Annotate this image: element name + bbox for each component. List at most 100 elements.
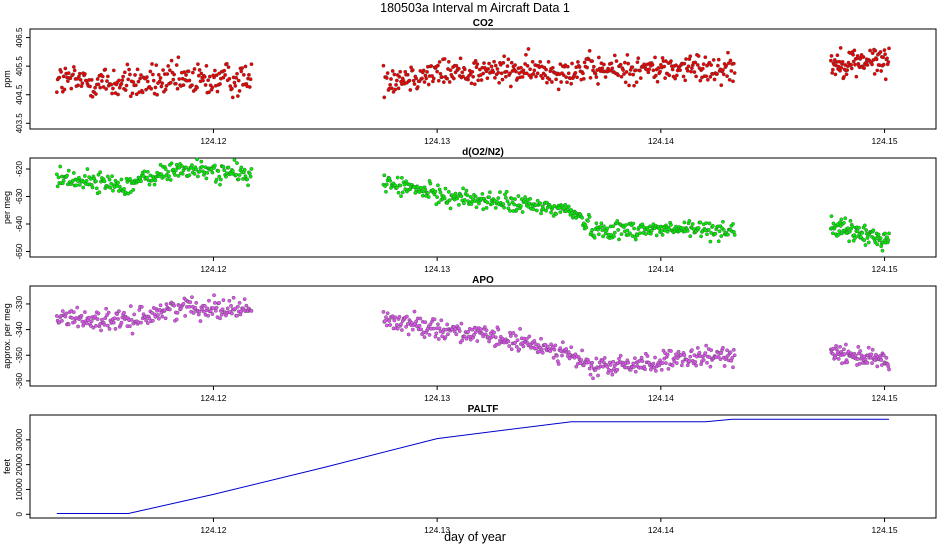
co2-data-point (474, 65, 479, 70)
o2n2-data-point (688, 234, 693, 239)
o2n2-data-point (512, 202, 517, 207)
o2n2-data-point (163, 167, 168, 171)
apo-data-point (102, 323, 107, 327)
co2-data-point (570, 61, 574, 66)
o2n2-data-point (382, 173, 387, 178)
o2n2-panel-title: d(O2/N2) (462, 147, 504, 158)
apo-data-point (94, 323, 98, 328)
co2-data-point (485, 76, 490, 81)
co2-data-point (626, 61, 631, 66)
co2-data-point (716, 63, 720, 68)
o2n2-data-point (147, 182, 152, 187)
apo-data-point (112, 316, 117, 321)
co2-data-point (199, 71, 204, 76)
co2-data-point (872, 72, 877, 76)
apo-data-point (537, 349, 542, 354)
co2-data-point (458, 56, 463, 61)
co2-data-point (192, 67, 197, 71)
apo-data-point (443, 335, 448, 340)
co2-data-point (239, 69, 244, 74)
apo-data-point (695, 346, 700, 350)
o2n2-data-point (638, 231, 642, 236)
o2n2-data-point (110, 174, 114, 179)
co2-data-point (840, 59, 845, 64)
apo-data-point (865, 361, 870, 365)
o2n2-data-point (584, 225, 589, 230)
o2n2-data-point (507, 202, 512, 207)
co2-data-point (878, 50, 883, 54)
paltf-x-tick-label: 124.13 (424, 525, 450, 535)
co2-data-point (573, 70, 578, 75)
o2n2-data-point (496, 196, 501, 200)
apo-data-point (193, 305, 198, 310)
co2-data-point (235, 71, 239, 76)
co2-data-point (72, 68, 77, 73)
o2n2-data-point (111, 188, 115, 193)
apo-data-point (183, 314, 188, 318)
co2-data-point (69, 86, 74, 91)
apo-data-point (680, 359, 685, 364)
apo-data-point (708, 364, 713, 369)
co2-data-point (447, 80, 452, 84)
o2n2-data-point (602, 224, 606, 229)
o2n2-data-point (197, 169, 202, 174)
apo-data-point (842, 347, 846, 352)
apo-data-point (464, 336, 469, 341)
co2-data-point (116, 92, 120, 97)
o2n2-data-point (169, 161, 174, 166)
apo-data-point (207, 298, 211, 303)
o2n2-data-point (528, 196, 533, 201)
apo-data-point (887, 367, 891, 372)
co2-data-point (655, 79, 660, 84)
o2n2-data-point (184, 165, 188, 170)
co2-data-point (497, 80, 502, 85)
apo-panel-title: APO (472, 275, 494, 286)
apo-data-point (460, 338, 465, 343)
co2-data-point (215, 89, 220, 94)
co2-data-point (625, 53, 630, 57)
apo-data-point (440, 334, 445, 339)
co2-data-point (93, 85, 97, 90)
co2-data-point (508, 71, 512, 76)
apo-data-point (722, 364, 727, 368)
apo-data-point (63, 314, 68, 319)
apo-data-point (128, 324, 132, 329)
o2n2-data-point (237, 173, 242, 177)
o2n2-data-point (465, 193, 470, 198)
o2n2-data-point (708, 239, 713, 244)
co2-data-point (243, 64, 248, 69)
o2n2-data-point (558, 210, 563, 214)
co2-data-point (881, 55, 886, 60)
co2-data-point (716, 57, 721, 62)
co2-data-point (217, 71, 222, 76)
co2-data-point (631, 72, 636, 77)
o2n2-data-point (165, 177, 170, 182)
co2-data-point (124, 83, 129, 88)
o2n2-data-point (731, 229, 736, 234)
apo-data-point (434, 331, 439, 336)
o2n2-data-point (462, 198, 467, 202)
o2n2-data-point (139, 179, 143, 184)
apo-data-point (483, 332, 488, 337)
co2-data-point (600, 66, 605, 71)
o2n2-data-point (395, 175, 400, 180)
o2n2-data-point (218, 177, 223, 182)
o2n2-data-point (141, 174, 146, 178)
o2n2-data-point (436, 183, 440, 188)
co2-data-point (839, 65, 844, 70)
apo-data-point (836, 357, 841, 361)
co2-data-point (169, 58, 174, 63)
co2-data-point (234, 75, 239, 80)
co2-data-point (504, 69, 509, 74)
apo-data-point (870, 347, 875, 352)
o2n2-data-point (596, 232, 601, 237)
co2-data-point (196, 73, 201, 78)
apo-data-point (164, 302, 169, 307)
apo-data-point (249, 309, 254, 313)
apo-data-point (445, 322, 450, 327)
co2-data-point (241, 72, 246, 77)
o2n2-data-point (569, 208, 574, 212)
co2-data-point (168, 80, 173, 85)
apo-data-point (454, 332, 459, 337)
co2-data-point (431, 76, 436, 81)
